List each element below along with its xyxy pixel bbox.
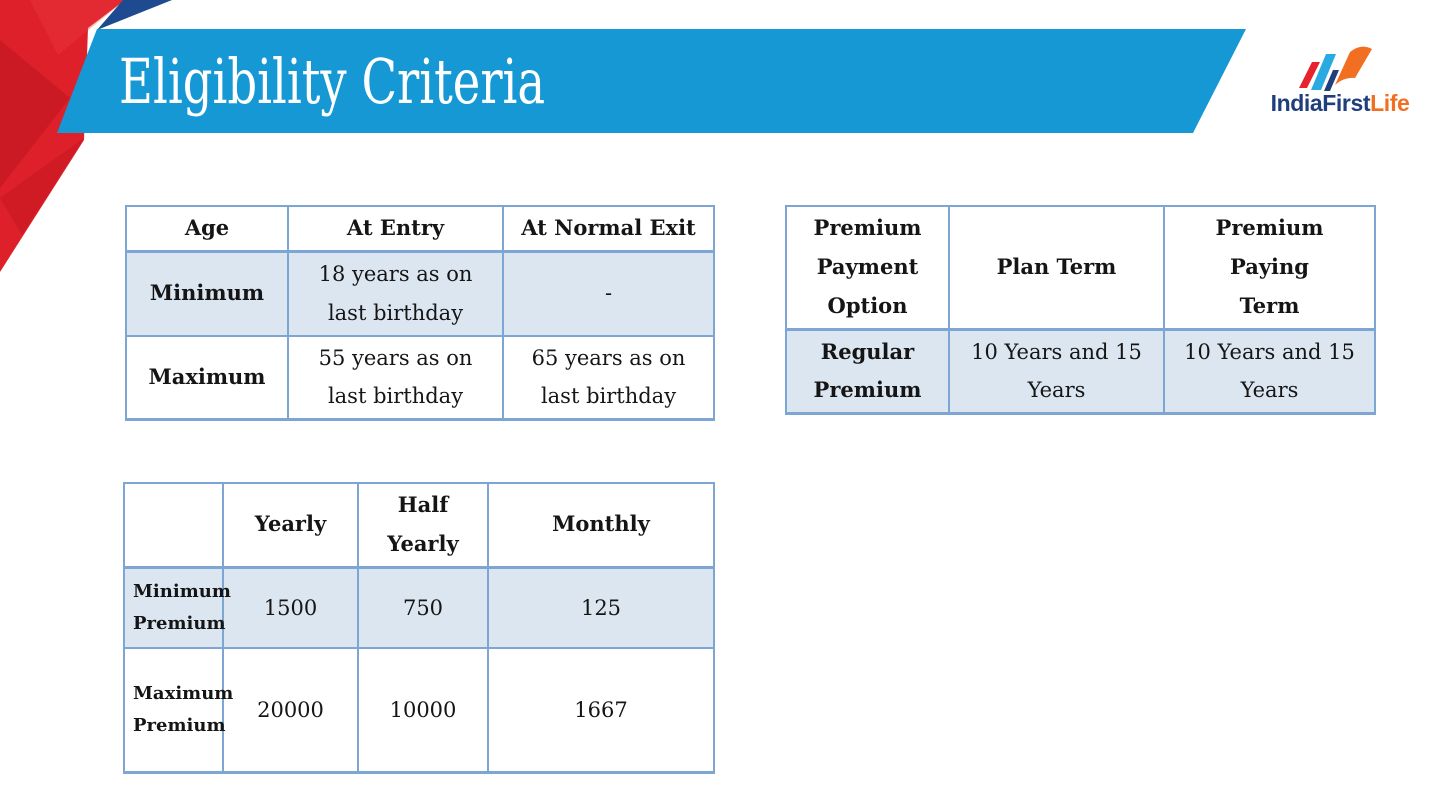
- value-cell: -: [502, 250, 715, 337]
- value-cell: 18 years as on last birthday: [287, 250, 504, 337]
- header-cell: Yearly: [222, 481, 359, 569]
- ribbon-red-facet-light: [30, 0, 125, 55]
- header-cell: Half Yearly: [357, 481, 489, 569]
- swoosh-red: [1299, 62, 1320, 88]
- row-label: Maximum: [125, 334, 289, 422]
- value-cell: 20000: [222, 647, 359, 774]
- swoosh-navy: [1324, 70, 1339, 91]
- header-cell: [123, 481, 224, 569]
- ribbon-navy-fold: [97, 0, 172, 30]
- age-table: Age At Entry At Normal Exit Minimum 18 y…: [125, 204, 715, 422]
- brand-logo: IndiaFirstLife: [1255, 40, 1425, 120]
- header-cell: Monthly: [487, 481, 715, 569]
- ribbon-red-facet-dark: [0, 40, 70, 188]
- header-cell: Premium Paying Term: [1163, 204, 1376, 331]
- brand-name-primary: IndiaFirst: [1270, 90, 1371, 116]
- logo-swoosh-icon: [1299, 46, 1372, 91]
- value-cell: 10 Years and 15 Years: [1163, 328, 1376, 416]
- header-cell: At Entry: [287, 204, 504, 253]
- value-cell: 10 Years and 15 Years: [948, 328, 1165, 416]
- row-label: Maximum Premium: [123, 647, 233, 774]
- premium-limits-table: Yearly Half Yearly Monthly Minimum Premi…: [123, 481, 715, 774]
- row-label: Minimum Premium: [123, 566, 231, 650]
- corner-ribbon: [0, 0, 172, 272]
- value-cell: 65 years as on last birthday: [502, 334, 715, 422]
- title-banner: [57, 29, 1246, 133]
- ribbon-red-facet-dark2: [0, 138, 84, 235]
- header-cell: At Normal Exit: [502, 204, 715, 253]
- value-cell: 750: [357, 566, 489, 650]
- plan-term-table: Premium Payment Option Plan Term Premium…: [785, 204, 1376, 416]
- header-cell: Age: [125, 204, 289, 253]
- header-cell: Premium Payment Option: [785, 204, 950, 331]
- brand-wordmark: IndiaFirstLife: [1255, 90, 1425, 117]
- value-cell: 55 years as on last birthday: [287, 334, 504, 422]
- row-label: Regular Premium: [785, 328, 950, 416]
- row-label: Minimum: [125, 250, 289, 337]
- header-cell: Plan Term: [948, 204, 1165, 331]
- ribbon-red-shape: [0, 0, 125, 272]
- swoosh-cyan: [1311, 54, 1336, 90]
- value-cell: 1667: [487, 647, 715, 774]
- swoosh-orange: [1335, 46, 1372, 85]
- brand-name-accent: Life: [1370, 90, 1410, 116]
- value-cell: 125: [487, 566, 715, 650]
- slide-title: Eligibility Criteria: [119, 44, 546, 118]
- value-cell: 10000: [357, 647, 489, 774]
- value-cell: 1500: [222, 566, 359, 650]
